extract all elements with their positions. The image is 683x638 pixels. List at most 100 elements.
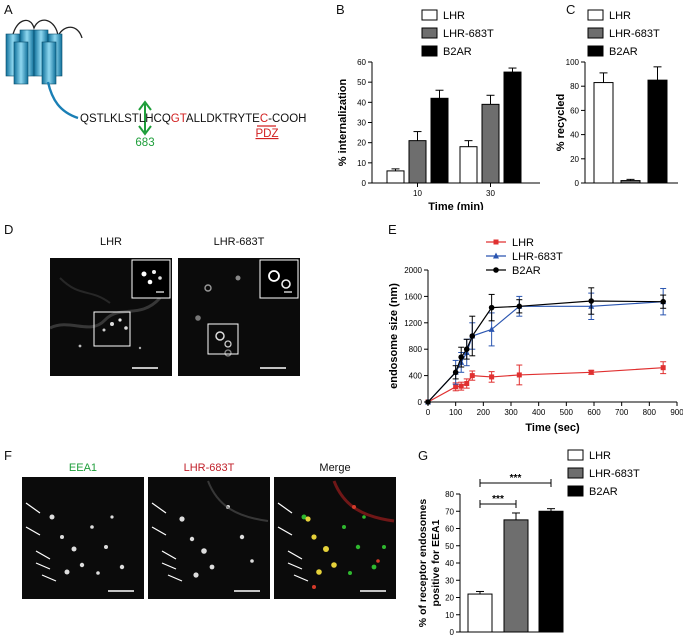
- data-point: [660, 298, 666, 305]
- x-tick-label: 900: [670, 408, 683, 417]
- bar: [430, 97, 449, 184]
- data-point: [489, 374, 495, 380]
- y-tick-label: 70: [445, 507, 454, 516]
- y-tick-label: 0: [418, 398, 423, 407]
- data-point: [464, 381, 470, 387]
- legend-label: LHR: [512, 237, 534, 249]
- sequence-segment: L: [139, 113, 146, 125]
- x-tick-label: 300: [504, 408, 518, 417]
- x-tick-label: 600: [587, 408, 601, 417]
- data-point: [588, 298, 595, 304]
- y-axis-label: endosome size (nm): [388, 283, 400, 389]
- data-point: [588, 369, 594, 375]
- panel-g-letter: G: [418, 448, 429, 463]
- bar: [593, 82, 614, 184]
- legend-marker: [493, 252, 499, 259]
- panel-a-diagram: QSTLKLSTLHCQGTALLDKTRYTEC-COOH 683 PDZ: [5, 19, 307, 149]
- bar: [503, 71, 522, 184]
- y-tick-label: 800: [409, 345, 423, 354]
- bar: [620, 180, 641, 184]
- legend-marker: [493, 267, 499, 273]
- chart-g-eea1: 0 10 20 30 40 50 60 70 80 *** *** % of receptor end…: [417, 449, 640, 637]
- y-tick-label: 10: [445, 611, 454, 620]
- micro-f-eea1-dots: [25, 502, 134, 592]
- y-tick-label: 80: [445, 490, 454, 499]
- data-point: [463, 346, 470, 352]
- legend-label: LHR: [589, 450, 611, 462]
- y-tick-label: 40: [445, 559, 454, 568]
- sequence-segment: QSTLKLST: [80, 113, 139, 125]
- y-axis-label: % internalization: [337, 79, 349, 167]
- micro-d-title-lhr: LHR: [99, 236, 122, 248]
- x-tick-label: 100: [449, 408, 463, 417]
- micro-f-lhr683t-image: [148, 477, 270, 599]
- x-tick-label: 200: [477, 408, 491, 417]
- y-tick-label: 80: [570, 82, 579, 91]
- micro-d-lhr-image: [50, 258, 172, 376]
- y-tick-label: 50: [445, 542, 454, 551]
- legend-label: LHR: [443, 10, 465, 22]
- x-tick-label: 30: [486, 189, 495, 198]
- micro-f-title-merge: Merge: [319, 462, 351, 474]
- y-axis-label-line: % of receptor endosomes: [417, 499, 429, 628]
- data-point: [469, 373, 475, 379]
- bar: [459, 146, 478, 184]
- data-point: [458, 383, 464, 389]
- micro-f-title-lhr683t: LHR-683T: [183, 462, 235, 474]
- x-tick-label: 10: [413, 189, 422, 198]
- legend-swatch: [567, 467, 584, 479]
- legend-swatch: [587, 9, 604, 21]
- panel-c-letter: C: [566, 2, 576, 17]
- panel-e-letter: E: [388, 222, 397, 237]
- micro-d-lhr683t-image: [178, 258, 300, 376]
- y-tick-label: 20: [445, 594, 454, 603]
- sequence-segment: GT: [171, 113, 187, 125]
- sequence-segment: ALLDKTRYT: [186, 113, 252, 125]
- y-tick-label: 10: [357, 159, 366, 168]
- data-point: [516, 303, 523, 310]
- y-tick-label: 20: [570, 155, 579, 164]
- micro-f-eea1-image: [22, 477, 144, 599]
- y-tick-label: 20: [357, 139, 366, 148]
- data-point: [458, 354, 464, 360]
- legend-label: B2AR: [609, 46, 638, 58]
- data-point: [660, 365, 666, 371]
- bar: [538, 510, 564, 633]
- bar: [408, 140, 427, 184]
- y-tick-label: 40: [570, 131, 579, 140]
- receptor-c-tail-sequence: QSTLKLSTLHCQGTALLDKTRYTEC-COOH: [80, 113, 307, 125]
- bar: [647, 79, 668, 184]
- legend-swatch: [421, 27, 438, 39]
- micro-f-merge-image: [274, 477, 396, 599]
- legend-label: B2AR: [512, 265, 541, 277]
- y-tick-label: 60: [570, 106, 579, 115]
- data-point: [425, 399, 431, 405]
- legend-swatch: [421, 9, 438, 21]
- y-axis-label-line: positive for EEA1: [430, 519, 442, 606]
- panel-a-letter: A: [4, 2, 13, 17]
- micro-f-lhr683t-dots: [151, 480, 269, 592]
- bar: [481, 103, 500, 184]
- data-point: [452, 369, 459, 376]
- x-axis-label: Time (min): [428, 201, 484, 210]
- micro-d-lhr683t-cells: [195, 259, 299, 369]
- data-point: [488, 325, 495, 332]
- y-tick-label: 60: [445, 525, 454, 534]
- legend-swatch: [587, 45, 604, 57]
- significance-label: ***: [510, 473, 522, 484]
- legend-swatch: [567, 449, 584, 461]
- legend-swatch: [421, 45, 438, 57]
- y-tick-label: 0: [575, 179, 580, 188]
- legend-label: B2AR: [589, 486, 618, 498]
- site-683-label: 683: [135, 137, 154, 149]
- y-tick-label: 30: [357, 119, 366, 128]
- significance-label: ***: [492, 494, 504, 505]
- y-tick-label: 400: [409, 372, 423, 381]
- sequence-segment: HCQ: [145, 113, 171, 125]
- chart-e-endosome-size: 0 400 800 1200 1600 2000 0 100 200 300 400 500 600 70…: [388, 237, 683, 434]
- y-tick-label: 60: [357, 58, 366, 67]
- x-tick-label: 700: [615, 408, 629, 417]
- x-tick-label: 800: [643, 408, 657, 417]
- panel-d-letter: D: [4, 222, 14, 237]
